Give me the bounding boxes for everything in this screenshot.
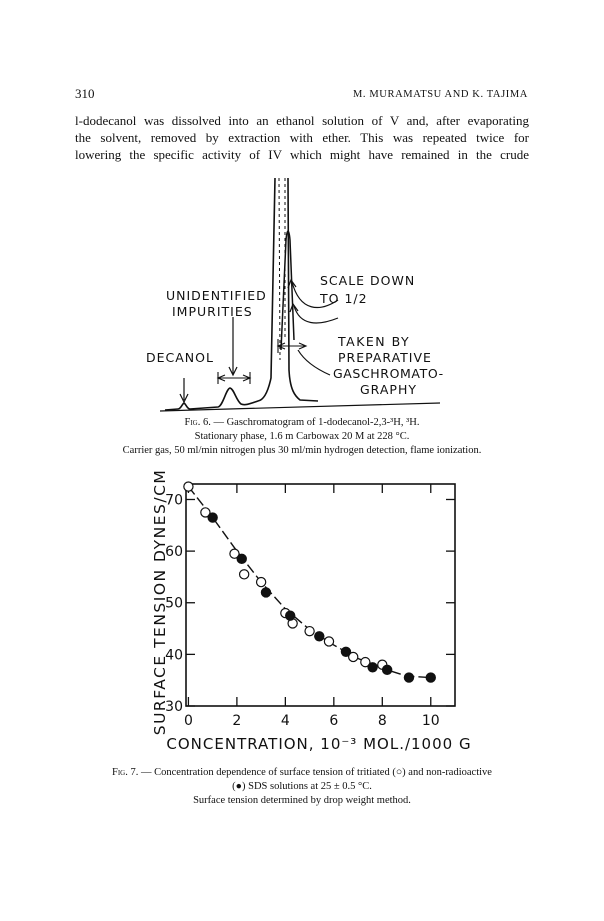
fig7-point-tritiated	[200, 507, 211, 518]
fig7-caption-line2: (●) SDS solutions at 25 ± 0.5 °C.	[232, 781, 372, 792]
fig7-caption-line1: — Concentration dependence of surface te…	[138, 767, 492, 778]
fig6-caption-line1: — Gaschromatogram of 1-dodecanol-2,3-³H,…	[210, 417, 420, 428]
fig7-x-axis-label: CONCENTRATION, 10⁻³ MOL./1000 G	[166, 735, 471, 753]
fig6-label-scale: SCALE DOWN	[320, 273, 415, 288]
fig7-point-nonradioactive	[207, 512, 218, 523]
fig7-caption-label: Fig. 7.	[112, 767, 139, 778]
fig7-point-tritiated	[255, 576, 267, 588]
fig6-caption-line2: Stationary phase, 1.6 m Carbowax 20 M at…	[194, 431, 410, 442]
body-line: the solvent, removed by extraction with …	[75, 130, 529, 145]
fig6-scaled-peak	[280, 230, 295, 351]
fig7-point-nonradioactive	[285, 610, 296, 621]
fig6-caption-line3: Carrier gas, 50 ml/min nitrogen plus 30 …	[122, 445, 482, 456]
fig6-caption-label: Fig. 6.	[184, 417, 211, 428]
fig7-fit-curve	[187, 486, 431, 679]
fig7-point-tritiated	[238, 569, 250, 580]
fig7-point-tritiated	[183, 481, 194, 492]
fig7-x-tick-label: 6	[329, 713, 338, 729]
fig7-y-tick-label: 30	[165, 699, 183, 715]
fig7-y-tick-label: 40	[165, 647, 183, 663]
fig6-label-preparative: PREPARATIVE	[338, 350, 432, 365]
fig6-label-to-half: TO 1/2	[319, 291, 368, 306]
body-paragraph: l-dodecanol was dissolved into an ethano…	[75, 112, 529, 163]
running-head-authors: M. MURAMATSU AND K. TAJIMA	[352, 89, 528, 100]
fig6-label-gaschromato: GASCHROMATO-	[333, 366, 444, 381]
fig7-x-tick-label: 8	[378, 713, 387, 729]
fig7-point-nonradioactive	[381, 664, 393, 676]
fig7-point-nonradioactive	[403, 672, 415, 683]
fig7-y-tick-label: 60	[165, 544, 183, 560]
body-line: l-dodecanol was dissolved into an ethano…	[75, 113, 529, 128]
fig7-point-tritiated	[229, 548, 240, 559]
fig6-caption: Fig. 6. — Gaschromatogram of 1-dodecanol…	[40, 416, 564, 458]
fig7-point-tritiated	[304, 625, 315, 637]
fig7-point-nonradioactive	[314, 631, 325, 642]
fig7-x-tick-label: 0	[184, 713, 193, 729]
fig7-point-nonradioactive	[260, 587, 272, 598]
fig7-plot-frame	[185, 483, 456, 707]
fig6-label-unidentified: UNIDENTIFIED	[166, 288, 267, 303]
fig6-label-decanol: DECANOL	[146, 350, 214, 365]
fig7-caption-line3: Surface tension determined by drop weigh…	[193, 795, 411, 806]
page-number: 310	[75, 86, 95, 101]
fig7-x-tick-label: 10	[422, 713, 440, 729]
fig7-point-nonradioactive	[236, 553, 247, 565]
fig6-chromatogram: UNIDENTIFIED IMPURITIES DECANOL SCALE DO…	[146, 177, 444, 412]
fig7-caption: Fig. 7. — Concentration dependence of su…	[40, 766, 564, 808]
fig7-y-tick-label: 70	[165, 492, 183, 508]
fig6-label-taken: TAKEN BY	[337, 334, 410, 349]
fig7-points	[183, 481, 436, 683]
fig7-point-tritiated	[360, 656, 371, 668]
fig7-y-axis-label: SURFACE TENSION DYNES/CM	[151, 470, 169, 735]
fig6-label-impurities: IMPURITIES	[172, 304, 253, 319]
fig7-x-tick-label: 2	[232, 713, 241, 729]
fig7-chart: 0 2 4 6 8 10 30 40 50 60 70 SURFACE TENSION DYNES/…	[151, 470, 471, 753]
fig7-point-nonradioactive	[367, 662, 378, 673]
body-line: lowering the specific activity of IV whi…	[75, 147, 529, 162]
fig7-tick-labels: 0 2 4 6 8 10 30 40 50 60 70	[165, 492, 440, 729]
fig7-y-tick-label: 50	[165, 596, 183, 612]
fig7-point-nonradioactive	[425, 672, 436, 683]
fig7-x-tick-label: 4	[281, 713, 290, 729]
fig6-baseline	[159, 402, 441, 412]
fig7-point-tritiated	[323, 636, 335, 647]
fig6-label-graphy: GRAPHY	[360, 382, 417, 397]
fig7-point-tritiated	[348, 651, 359, 663]
fig7-point-nonradioactive	[340, 646, 352, 657]
fig7-axes	[185, 483, 456, 707]
